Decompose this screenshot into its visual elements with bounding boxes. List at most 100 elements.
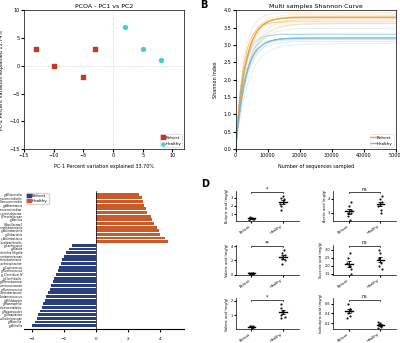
- Bar: [69, 248, 96, 250]
- Point: [279, 309, 285, 315]
- Point: [378, 193, 385, 199]
- Point: [248, 323, 254, 329]
- Bar: [61, 262, 96, 265]
- Bar: [42, 306, 96, 309]
- Point: [248, 325, 255, 330]
- Point: [277, 201, 284, 207]
- Point: [278, 203, 284, 209]
- Bar: [46, 295, 96, 298]
- Point: [378, 324, 384, 330]
- Point: [279, 261, 285, 267]
- Point: [347, 267, 354, 272]
- Point: [344, 260, 350, 265]
- Point: [281, 247, 288, 252]
- Point: [348, 199, 354, 204]
- Healthy: [394, 36, 398, 40]
- Point: [346, 263, 353, 269]
- Point: [347, 263, 353, 269]
- Point: [281, 197, 288, 202]
- Bar: [96, 204, 144, 206]
- Point: [249, 271, 256, 276]
- Point: [344, 311, 351, 316]
- Point: [378, 210, 384, 216]
- Behcet: [233, 147, 238, 151]
- Point: [376, 202, 383, 207]
- Bar: [38, 313, 96, 316]
- Text: **: **: [264, 240, 270, 246]
- Point: [347, 217, 354, 223]
- Line: Healthy: Healthy: [236, 38, 396, 149]
- Healthy: [163, 135, 170, 141]
- Point: [277, 195, 284, 200]
- Point: [250, 216, 257, 222]
- Point: [346, 250, 353, 256]
- Point: [249, 271, 255, 276]
- Text: *: *: [266, 294, 268, 299]
- Bar: [96, 197, 142, 199]
- Text: ns: ns: [362, 294, 367, 299]
- Y-axis label: PC-2 Percent variation explained 11.74%: PC-2 Percent variation explained 11.74%: [0, 29, 4, 130]
- Behcet: [50, 63, 57, 69]
- Behcet: [394, 15, 398, 19]
- Point: [280, 193, 287, 199]
- Bar: [62, 259, 96, 261]
- Behcet: [378, 15, 383, 19]
- Bar: [43, 302, 96, 305]
- Text: ns: ns: [362, 240, 367, 246]
- Behcet: [33, 46, 39, 52]
- Point: [248, 216, 254, 221]
- Point: [278, 254, 285, 260]
- Point: [345, 210, 352, 216]
- Bar: [45, 299, 96, 301]
- Y-axis label: Butyric acid (mg/g): Butyric acid (mg/g): [225, 189, 229, 223]
- Bar: [56, 273, 96, 276]
- Point: [250, 271, 257, 277]
- Bar: [96, 193, 140, 196]
- Point: [376, 263, 383, 269]
- Point: [379, 323, 385, 328]
- Point: [375, 203, 381, 209]
- Healthy: [329, 36, 334, 40]
- Line: Behcet: Behcet: [236, 17, 396, 149]
- Point: [379, 199, 385, 204]
- Point: [347, 306, 354, 311]
- Point: [376, 247, 382, 252]
- Point: [375, 325, 381, 331]
- Point: [378, 260, 384, 265]
- Point: [345, 213, 351, 218]
- Text: ns: ns: [362, 187, 367, 191]
- Legend: Behcet, Healthy: Behcet, Healthy: [160, 134, 182, 147]
- Point: [348, 210, 354, 216]
- Bar: [35, 320, 96, 323]
- Behcet: [92, 46, 98, 52]
- Behcet: [368, 15, 373, 19]
- Y-axis label: Acetic acid (mg/g): Acetic acid (mg/g): [323, 190, 327, 222]
- Healthy: [368, 36, 373, 40]
- Bar: [72, 244, 96, 247]
- Point: [278, 305, 284, 311]
- Bar: [54, 277, 96, 280]
- X-axis label: PC-1 Percent variation explained 33.70%: PC-1 Percent variation explained 33.70%: [54, 164, 154, 169]
- Point: [247, 324, 253, 329]
- Bar: [96, 240, 168, 243]
- Bar: [37, 317, 96, 320]
- Point: [247, 216, 253, 221]
- Bar: [96, 237, 165, 239]
- Y-axis label: Valeric acid (mg/g): Valeric acid (mg/g): [225, 243, 229, 276]
- Point: [279, 256, 286, 262]
- Point: [348, 207, 354, 213]
- Bar: [40, 310, 96, 312]
- Point: [250, 216, 256, 222]
- Bar: [59, 266, 96, 269]
- Point: [376, 321, 382, 327]
- Bar: [53, 280, 96, 283]
- Bar: [96, 215, 151, 217]
- Bar: [96, 211, 148, 214]
- Behcet: [328, 15, 333, 19]
- Behcet: [331, 15, 336, 19]
- Behcet: [234, 140, 238, 144]
- Legend: Behcet, Healthy: Behcet, Healthy: [26, 193, 49, 204]
- Y-axis label: Shannon Index: Shannon Index: [213, 61, 218, 98]
- Point: [250, 324, 256, 330]
- Point: [277, 207, 284, 213]
